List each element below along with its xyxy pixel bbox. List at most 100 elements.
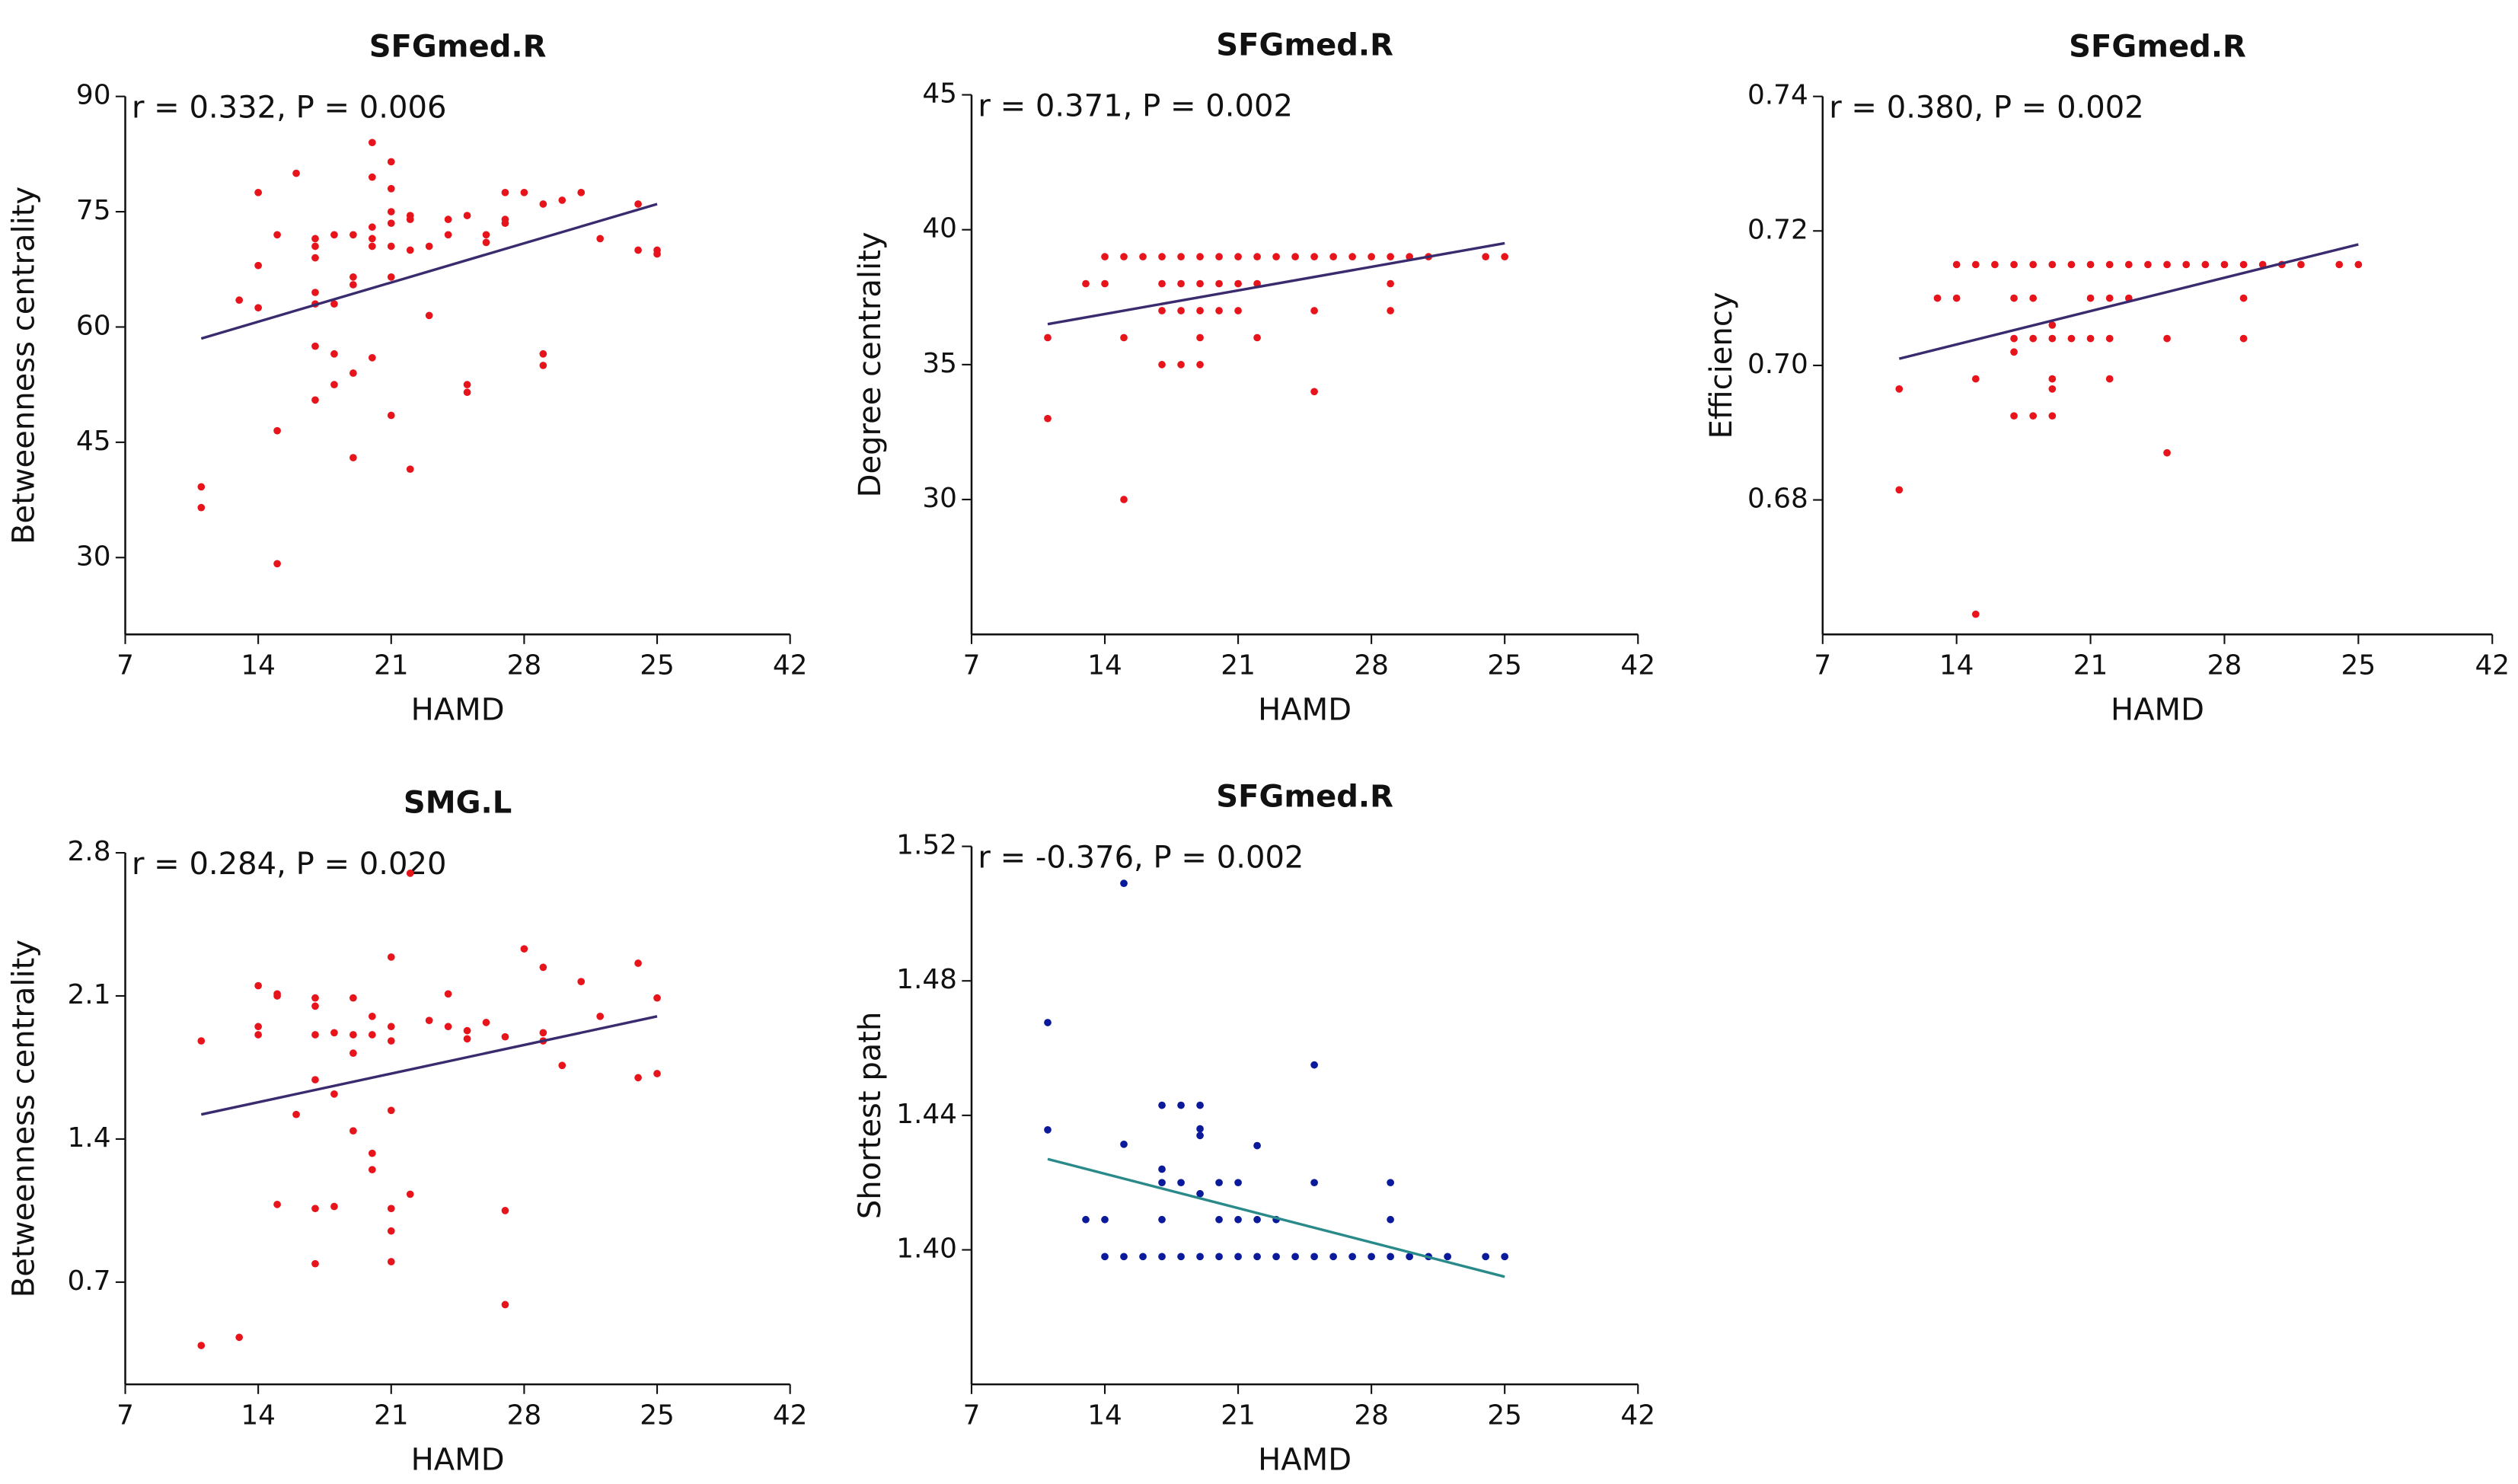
point <box>1234 253 1242 260</box>
point <box>254 1031 262 1039</box>
point <box>2124 260 2133 269</box>
x-tick-label: 7 <box>963 649 981 681</box>
point <box>1253 1141 1261 1150</box>
y-tick-label: 2.1 <box>68 979 111 1010</box>
x-axis-label: HAMD <box>411 692 505 727</box>
point <box>1120 253 1128 260</box>
point <box>387 411 395 420</box>
point <box>2086 294 2095 302</box>
point <box>596 235 605 243</box>
point <box>1101 1215 1109 1224</box>
point <box>1196 253 1204 260</box>
point <box>1253 1253 1261 1261</box>
point <box>1971 610 1980 618</box>
point <box>653 994 661 1002</box>
point <box>349 1049 357 1058</box>
point <box>1215 1215 1223 1224</box>
point <box>1387 279 1394 288</box>
point <box>501 1032 509 1041</box>
point <box>406 870 414 877</box>
point <box>1971 375 1980 383</box>
point <box>254 188 262 196</box>
point <box>2258 260 2267 269</box>
y-axis-label: Efficiency <box>1704 292 1739 439</box>
y-tick-label: 90 <box>76 80 111 111</box>
point <box>349 454 357 461</box>
y-tick-label: 0.7 <box>68 1265 111 1297</box>
point <box>2182 260 2191 269</box>
point <box>1234 1253 1242 1261</box>
point <box>1253 1215 1261 1224</box>
point <box>368 173 376 181</box>
point <box>387 242 395 251</box>
point <box>1501 253 1509 260</box>
point <box>311 254 319 262</box>
point <box>482 1019 490 1026</box>
point <box>387 1106 395 1115</box>
point <box>2010 260 2018 269</box>
y-tick-label: 0.72 <box>1747 214 1808 245</box>
point <box>634 1074 642 1082</box>
point <box>330 381 338 389</box>
point <box>292 169 300 177</box>
point <box>1310 1253 1318 1261</box>
x-tick-label: 14 <box>1087 649 1122 681</box>
x-tick-label: 14 <box>1939 649 1974 681</box>
point <box>2354 260 2363 269</box>
point <box>2335 260 2344 269</box>
x-tick-label: 21 <box>2073 649 2108 681</box>
point <box>2010 348 2018 356</box>
y-tick-label: 40 <box>922 213 957 244</box>
trend-line <box>200 203 658 340</box>
point <box>2163 448 2171 457</box>
point <box>1215 1179 1223 1187</box>
point <box>1082 1215 1090 1224</box>
x-tick-label: 28 <box>1354 1399 1389 1431</box>
point <box>2048 385 2057 393</box>
point <box>235 1333 244 1342</box>
point <box>1196 1253 1204 1261</box>
point <box>1310 1179 1318 1187</box>
point <box>501 1300 509 1309</box>
point <box>311 235 319 243</box>
point <box>1196 1101 1204 1109</box>
point <box>1158 1253 1166 1261</box>
point <box>1234 279 1242 288</box>
point <box>1044 1019 1052 1026</box>
point <box>330 1202 338 1211</box>
x-tick-label: 14 <box>1087 1399 1122 1431</box>
point <box>197 483 206 491</box>
point <box>2067 334 2076 343</box>
point <box>1196 334 1204 342</box>
x-tick-label: 14 <box>241 1399 276 1431</box>
point <box>2105 375 2114 383</box>
point <box>1177 1179 1185 1187</box>
x-tick-label: 25 <box>1487 1399 1522 1431</box>
point <box>254 261 262 270</box>
annotation: r = 0.371, P = 0.002 <box>978 88 1293 123</box>
point <box>444 1023 452 1031</box>
point <box>2048 260 2057 269</box>
point <box>1120 1140 1128 1148</box>
annotation: r = -0.376, P = 0.002 <box>978 840 1304 875</box>
point <box>2048 334 2057 343</box>
point <box>349 369 357 377</box>
point <box>653 250 661 258</box>
point <box>2048 321 2057 329</box>
point <box>1310 1061 1318 1069</box>
x-axis-label: HAMD <box>1258 1442 1352 1477</box>
point <box>1482 1253 1490 1261</box>
point <box>1933 294 1942 302</box>
x-tick-label: 7 <box>1814 649 1831 681</box>
point <box>1310 388 1318 396</box>
x-axis-label: HAMD <box>411 1442 505 1477</box>
point <box>1158 307 1166 314</box>
point <box>501 1207 509 1214</box>
point <box>368 139 376 147</box>
point <box>368 1149 376 1157</box>
x-tick-label: 21 <box>374 649 409 681</box>
point <box>539 349 547 358</box>
point <box>1196 279 1204 288</box>
y-tick-label: 0.74 <box>1747 80 1808 111</box>
point <box>349 1031 357 1039</box>
